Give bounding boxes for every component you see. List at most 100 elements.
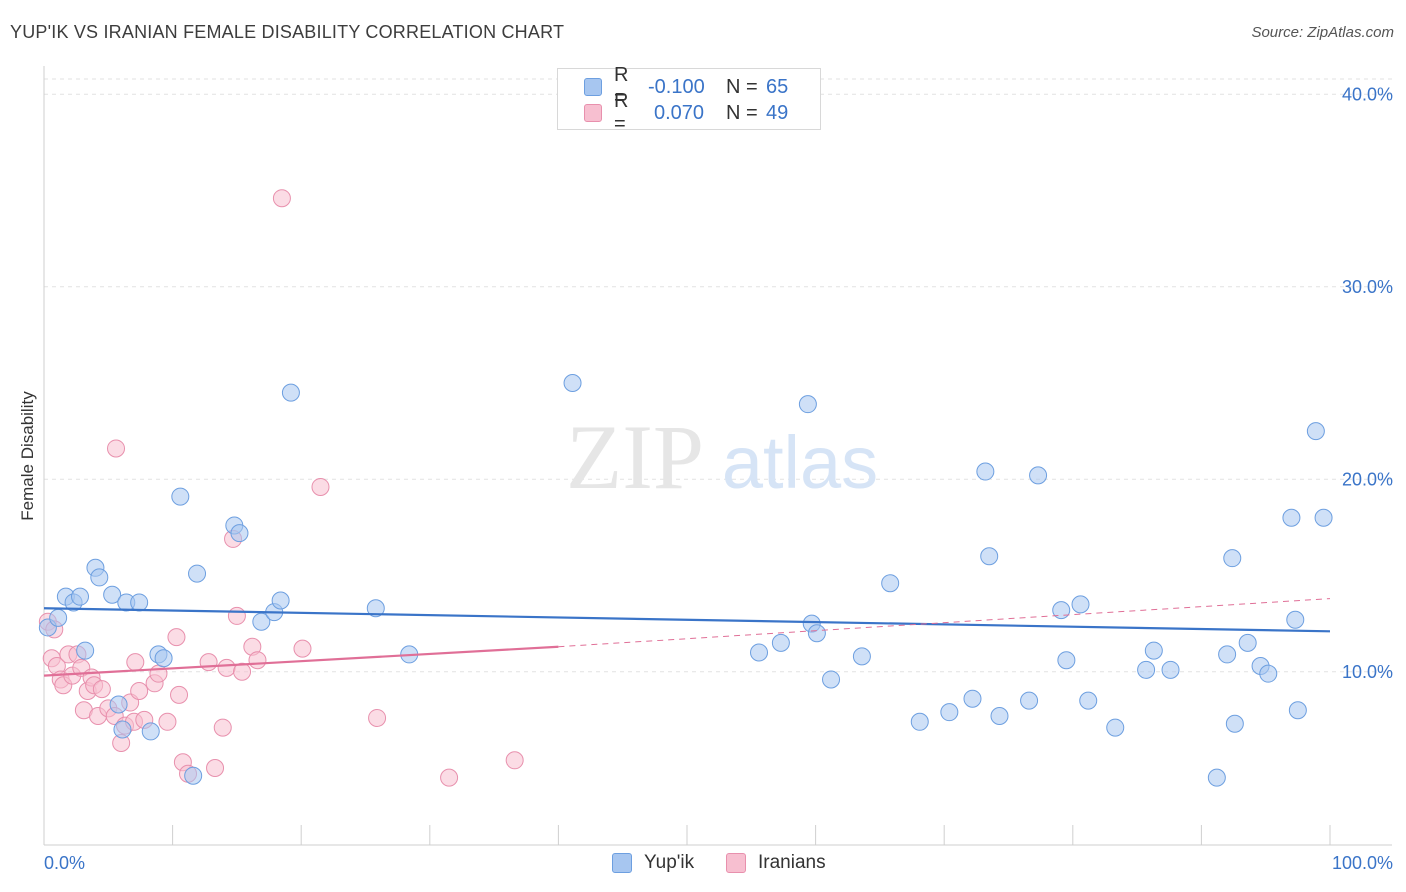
data-point	[230, 524, 249, 543]
data-point	[1057, 651, 1076, 670]
data-point	[1259, 664, 1278, 683]
trend-line-extension	[558, 598, 1331, 648]
y-axis-label: Female Disability	[18, 391, 37, 521]
data-point	[167, 628, 186, 647]
data-point	[1071, 595, 1090, 614]
data-point	[807, 624, 826, 643]
watermark-atlas: atlas	[722, 421, 878, 504]
data-point	[272, 189, 291, 208]
data-point	[158, 712, 177, 731]
data-point	[1306, 422, 1325, 441]
data-point	[976, 462, 995, 481]
data-point	[271, 591, 290, 610]
legend-swatch-yupik	[612, 853, 632, 873]
data-point	[90, 568, 109, 587]
legend-row-iranians: R = 0.070 N = 49	[584, 90, 789, 135]
data-point	[980, 547, 999, 566]
data-point	[149, 664, 168, 683]
data-point	[1029, 466, 1048, 485]
data-point	[113, 720, 132, 739]
data-point	[1106, 718, 1125, 737]
data-point	[141, 722, 160, 741]
axes	[43, 66, 1392, 846]
data-point	[366, 599, 385, 618]
legend-label-yupik: Yup'ik	[644, 852, 695, 873]
legend-item-iranians: Iranians	[726, 852, 826, 874]
data-point	[1020, 691, 1039, 710]
trend-line	[43, 645, 559, 677]
legend-r-label: R =	[614, 90, 629, 135]
data-point	[1218, 645, 1237, 664]
data-point	[881, 574, 900, 593]
data-point	[1223, 549, 1242, 568]
y-tick-label: 20.0%	[1342, 469, 1393, 489]
legend-label-iranians: Iranians	[758, 852, 826, 873]
data-point	[206, 759, 225, 777]
data-point	[109, 695, 128, 714]
data-point	[281, 383, 300, 402]
data-point	[227, 606, 246, 625]
data-point	[107, 439, 126, 458]
tick-labels: 10.0% 20.0% 30.0% 40.0% 0.0% 100.0%	[44, 84, 1393, 873]
data-point	[440, 768, 459, 787]
x-tick-label: 100.0%	[1332, 853, 1393, 873]
data-point	[563, 374, 582, 392]
data-point	[1282, 508, 1301, 527]
data-point	[71, 587, 90, 606]
grid-lines	[44, 78, 1392, 673]
legend-swatch-iranians	[726, 853, 746, 873]
data-point	[1225, 714, 1244, 733]
data-point	[798, 395, 817, 414]
data-point	[963, 689, 982, 708]
data-point	[910, 712, 929, 731]
trend-line	[43, 607, 1331, 633]
data-point	[1288, 701, 1307, 720]
legend-n-value: 65	[766, 75, 789, 98]
series-legend: Yup'ik Iranians	[0, 852, 1406, 876]
data-point	[184, 766, 203, 785]
data-point	[852, 647, 871, 666]
data-point	[311, 477, 330, 496]
legend-r-value: -0.100	[648, 75, 705, 98]
y-tick-label: 40.0%	[1342, 84, 1393, 104]
data-point	[940, 703, 959, 722]
data-point	[293, 639, 312, 658]
trend-lines	[43, 598, 1331, 677]
legend-swatch-yupik	[584, 78, 602, 96]
chart-title: YUP'IK VS IRANIAN FEMALE DISABILITY CORR…	[10, 22, 565, 42]
watermark: ZIP atlas	[566, 406, 878, 508]
legend-swatch-iranians	[584, 104, 602, 122]
data-point	[154, 649, 173, 668]
data-point	[233, 662, 252, 681]
data-point	[130, 682, 149, 700]
data-point	[990, 707, 1009, 726]
data-point	[217, 658, 236, 677]
data-point	[1052, 601, 1071, 620]
data-point	[76, 641, 95, 660]
data-point	[170, 685, 189, 704]
series-yupik	[38, 374, 1333, 787]
legend-r-label: R =	[614, 64, 629, 109]
data-point	[92, 680, 111, 699]
y-tick-label: 30.0%	[1342, 277, 1393, 297]
data-point	[188, 564, 207, 583]
data-point	[1144, 641, 1163, 660]
data-point	[126, 653, 145, 672]
data-point	[771, 633, 790, 652]
data-point	[1286, 610, 1305, 629]
data-point	[1137, 660, 1156, 679]
series-iranians	[38, 189, 524, 787]
legend-n-value: 49	[766, 101, 789, 124]
data-point	[1161, 660, 1180, 679]
data-point	[1207, 768, 1226, 787]
data-point	[1238, 633, 1257, 652]
data-point	[103, 585, 122, 604]
data-point	[750, 643, 769, 662]
data-point	[199, 653, 218, 672]
data-point	[505, 751, 524, 770]
data-point	[1314, 508, 1333, 527]
data-point	[248, 651, 267, 670]
data-point	[130, 593, 149, 612]
legend-r-value: 0.070	[654, 101, 705, 124]
